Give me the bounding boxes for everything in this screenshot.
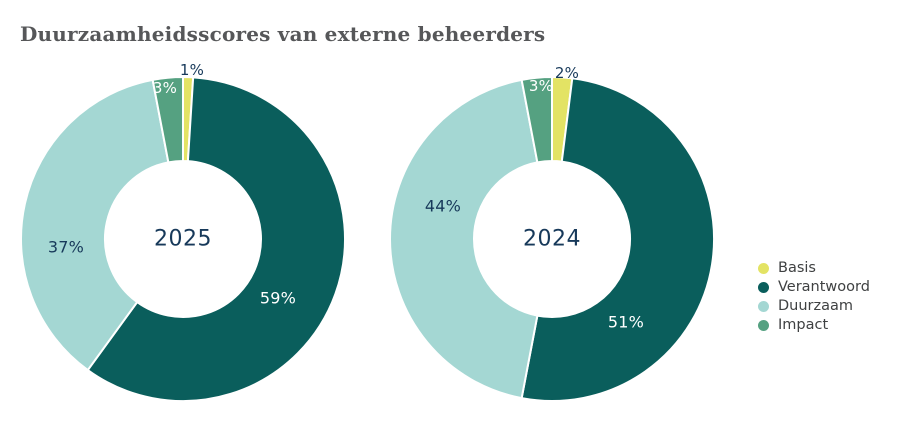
legend-label-impact: Impact xyxy=(778,317,829,333)
donut-chart-2025: 2025 1% 59% 37% 3% xyxy=(15,61,351,407)
center-label-2025: 2025 xyxy=(154,226,212,252)
data-label-2025-impact: 3% xyxy=(152,79,178,97)
legend-item-duurzaam: Duurzaam xyxy=(758,299,870,313)
segment-2025-impact xyxy=(151,75,184,164)
data-label-2025-basis: 1% xyxy=(179,61,205,79)
legend-label-verantwoord: Verantwoord xyxy=(778,279,870,295)
data-label-2024-basis: 2% xyxy=(554,64,580,82)
chart-title: Duurzaamheidsscores van externe beheerde… xyxy=(20,22,546,46)
segment-2024-duurzaam xyxy=(389,78,539,400)
legend-dot-impact-icon xyxy=(758,319,769,331)
segment-2025-duurzaam xyxy=(20,78,170,372)
legend: Basis Verantwoord Duurzaam Impact xyxy=(758,261,870,332)
data-label-2025-duurzaam: 37% xyxy=(47,237,85,257)
donut-chart-2024: 2024 2% 51% 44% 3% xyxy=(384,64,720,407)
legend-dot-basis-icon xyxy=(758,262,769,274)
legend-label-duurzaam: Duurzaam xyxy=(778,298,854,314)
legend-item-verantwoord: Verantwoord xyxy=(758,280,870,294)
segment-2025-verantwoord xyxy=(86,76,346,402)
segment-2024-impact xyxy=(520,75,553,164)
data-label-2024-duurzaam: 44% xyxy=(424,196,462,216)
legend-item-basis: Basis xyxy=(758,261,870,275)
legend-item-impact: Impact xyxy=(758,318,870,332)
legend-dot-duurzaam-icon xyxy=(758,300,769,312)
center-label-2024: 2024 xyxy=(523,226,581,252)
segment-2024-verantwoord xyxy=(520,77,716,403)
data-label-2025-verantwoord: 59% xyxy=(259,288,297,308)
donut-2024-canvas xyxy=(389,75,716,403)
data-label-2024-verantwoord: 51% xyxy=(607,312,645,332)
legend-dot-verantwoord-icon xyxy=(758,281,769,293)
legend-label-basis: Basis xyxy=(778,260,816,276)
data-label-2024-impact: 3% xyxy=(528,77,554,95)
donut-2025-canvas xyxy=(20,75,346,402)
